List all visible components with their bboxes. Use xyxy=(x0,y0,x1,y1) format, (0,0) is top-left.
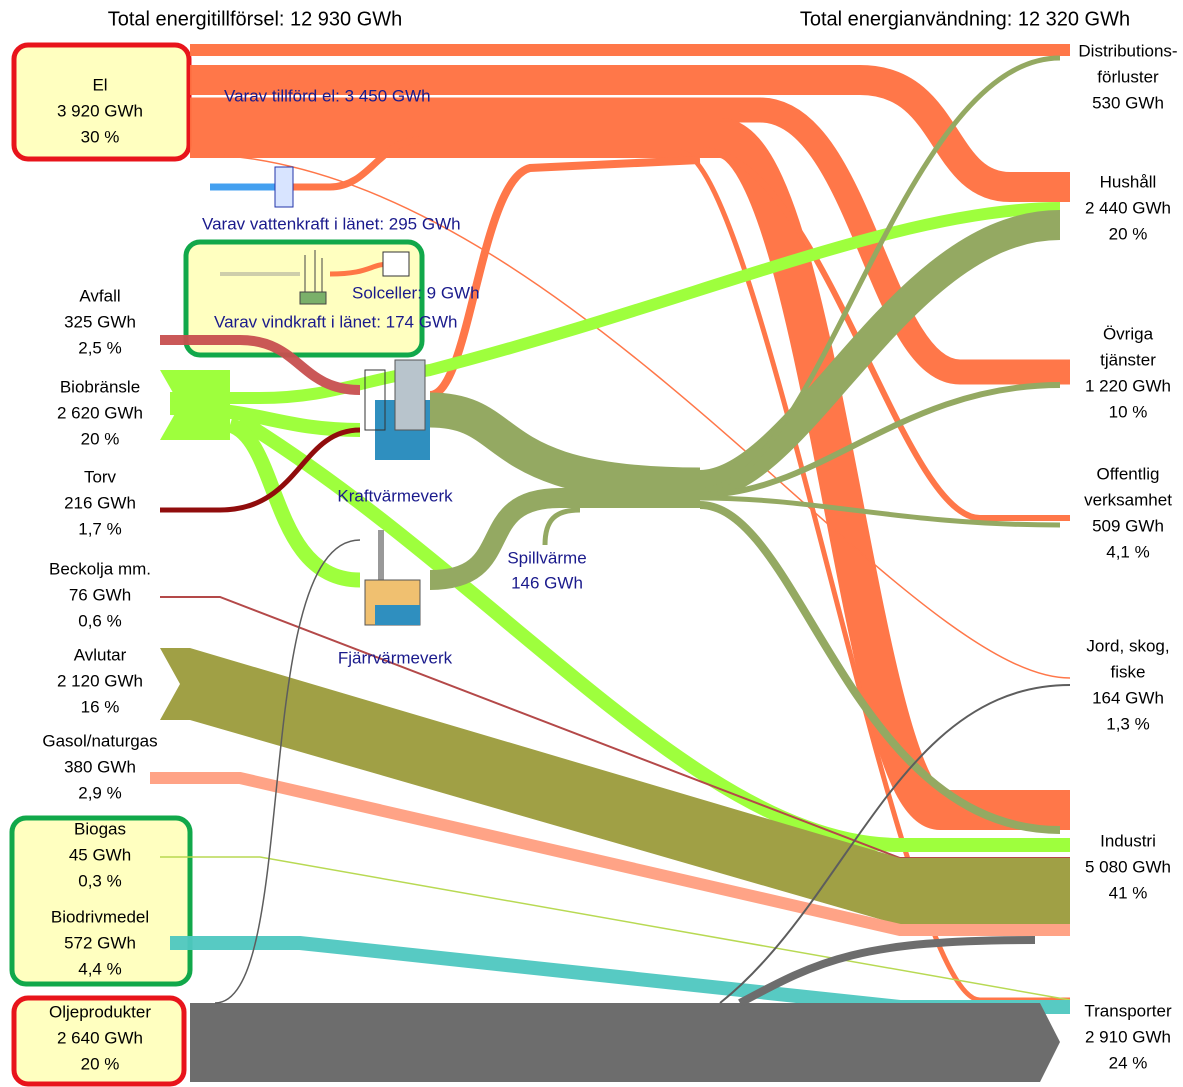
source-label: 2,9 % xyxy=(78,783,121,802)
annotation: Spillvärme xyxy=(507,548,586,567)
source-label: 16 % xyxy=(81,697,120,716)
source-label: 1,7 % xyxy=(78,519,121,538)
use-label: Hushåll xyxy=(1100,172,1157,191)
sankey-diagram: Total energitillförsel: 12 930 GWh Total… xyxy=(0,0,1183,1087)
source-label: 2,5 % xyxy=(78,338,121,357)
source-label: Avfall xyxy=(79,286,120,305)
use-label: 10 % xyxy=(1109,402,1148,421)
source-label: 380 GWh xyxy=(64,757,136,776)
solar-icon xyxy=(383,252,409,276)
use-label: Offentlig xyxy=(1096,464,1159,483)
use-label: förluster xyxy=(1097,67,1159,86)
source-label: Beckolja mm. xyxy=(49,559,151,578)
flow xyxy=(545,510,580,545)
use-label: 1,3 % xyxy=(1106,714,1149,733)
use-label: 530 GWh xyxy=(1092,93,1164,112)
source-label: Biobränsle xyxy=(60,377,140,396)
use-label: 20 % xyxy=(1109,224,1148,243)
source-label: 2 120 GWh xyxy=(57,671,143,690)
use-label: 4,1 % xyxy=(1106,542,1149,561)
source-label: Biogas xyxy=(74,819,126,838)
source-label: El xyxy=(92,75,107,94)
use-label: 41 % xyxy=(1109,883,1148,902)
use-total: Total energianvändning: 12 320 GWh xyxy=(800,8,1130,30)
source-label: 2 640 GWh xyxy=(57,1028,143,1047)
source-label: 20 % xyxy=(81,429,120,448)
source-label: 76 GWh xyxy=(69,585,131,604)
annotation: Solceller: 9 GWh xyxy=(352,283,480,302)
use-label: 24 % xyxy=(1109,1053,1148,1072)
source-label: 572 GWh xyxy=(64,933,136,952)
source-label: 0,3 % xyxy=(78,871,121,890)
use-label: Övriga xyxy=(1103,324,1154,343)
annotation: Varav vattenkraft i länet: 295 GWh xyxy=(202,214,461,233)
supply-total: Total energitillförsel: 12 930 GWh xyxy=(108,8,403,30)
source-label: Oljeprodukter xyxy=(49,1002,151,1021)
flow xyxy=(170,943,1070,1007)
source-label: 325 GWh xyxy=(64,312,136,331)
use-label: 1 220 GWh xyxy=(1085,376,1171,395)
flow xyxy=(190,1003,1060,1082)
annotation: Varav vindkraft i länet: 174 GWh xyxy=(214,312,457,331)
annotation: 146 GWh xyxy=(511,573,583,592)
use-label: Transporter xyxy=(1084,1001,1172,1020)
source-label: 20 % xyxy=(81,1054,120,1073)
source-label: Gasol/naturgas xyxy=(42,731,157,750)
use-label: Distributions- xyxy=(1078,41,1177,60)
use-label: 2 910 GWh xyxy=(1085,1027,1171,1046)
use-label: fiske xyxy=(1111,662,1146,681)
use-label: verksamhet xyxy=(1084,490,1172,509)
use-label: 2 440 GWh xyxy=(1085,198,1171,217)
use-label: 5 080 GWh xyxy=(1085,857,1171,876)
use-label: tjänster xyxy=(1100,350,1156,369)
plant-label: Fjärrvärmeverk xyxy=(338,648,453,667)
source-label: Biodrivmedel xyxy=(51,907,149,926)
source-label: 0,6 % xyxy=(78,611,121,630)
source-label: 2 620 GWh xyxy=(57,403,143,422)
use-label: Jord, skog, xyxy=(1086,636,1169,655)
flow xyxy=(430,410,700,485)
use-label: Industri xyxy=(1100,831,1156,850)
use-label: 164 GWh xyxy=(1092,688,1164,707)
annotation: Varav tillförd el: 3 450 GWh xyxy=(224,86,431,105)
use-label: 509 GWh xyxy=(1092,516,1164,535)
source-label: 216 GWh xyxy=(64,493,136,512)
hydro-icon xyxy=(275,167,293,207)
source-label: 45 GWh xyxy=(69,845,131,864)
source-label: 4,4 % xyxy=(78,959,121,978)
flow xyxy=(215,540,360,1003)
plant-label: Kraftvärmeverk xyxy=(337,486,453,505)
source-label: 3 920 GWh xyxy=(57,101,143,120)
source-label: Avlutar xyxy=(74,645,127,664)
source-label: Torv xyxy=(84,467,117,486)
source-label: 30 % xyxy=(81,127,120,146)
